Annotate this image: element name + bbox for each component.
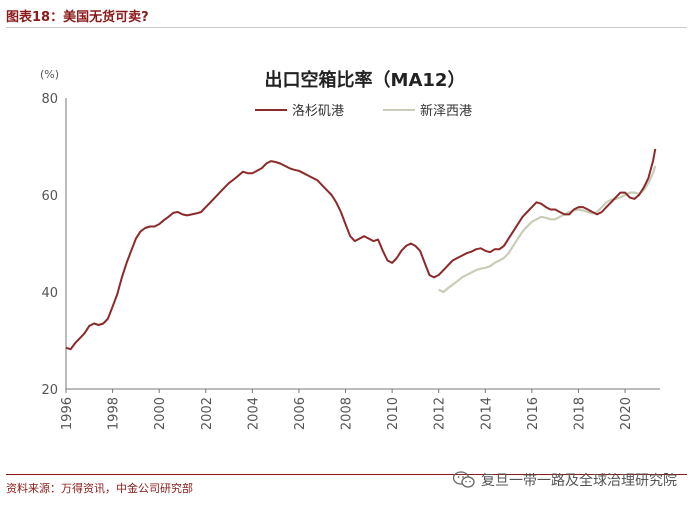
- top-divider: [6, 27, 687, 28]
- legend: 洛杉矶港 新泽西港: [255, 103, 472, 119]
- watermark-text: 复旦一带一路及全球治理研究院: [481, 473, 677, 489]
- x-tick-label: 2018: [572, 397, 587, 430]
- x-tick-label: 2004: [246, 397, 261, 430]
- x-tick-label: 2020: [619, 397, 634, 430]
- x-tick-label: 2002: [200, 397, 215, 430]
- source-note: 资料来源：万得资讯，中金公司研究部: [6, 482, 193, 495]
- x-tick-label: 2016: [526, 397, 541, 430]
- watermark: 复旦一带一路及全球治理研究院: [453, 470, 677, 490]
- x-tick-label: 2014: [479, 397, 494, 430]
- x-tick-label: 1998: [107, 397, 122, 430]
- x-tick-label: 2008: [340, 397, 355, 430]
- y-unit-label: (%): [40, 68, 59, 81]
- line-chart: 出口空箱比率（MA12） (%) 洛杉矶港 新泽西港 20 40 60 80 1996…: [40, 68, 660, 430]
- y-tick-label: 40: [41, 286, 58, 301]
- x-tick-label: 2006: [293, 397, 308, 430]
- figure-title: 图表18：美国无货可卖?: [6, 10, 149, 25]
- y-tick-label: 60: [41, 189, 58, 204]
- x-tick-label: 2010: [386, 397, 401, 430]
- series-line-nj: [438, 165, 657, 294]
- chart-title: 出口空箱比率（MA12）: [265, 69, 466, 91]
- x-tick-label: 1996: [60, 397, 75, 430]
- legend-label-la: 洛杉矶港: [292, 104, 344, 119]
- wechat-icon: [453, 471, 475, 488]
- legend-label-nj: 新泽西港: [420, 103, 472, 119]
- series-line-la: [65, 148, 657, 351]
- bottom-divider: [6, 474, 687, 475]
- y-tick-label: 20: [41, 383, 58, 398]
- y-tick-label: 80: [41, 92, 58, 107]
- x-tick-label: 2012: [433, 397, 448, 430]
- x-tick-label: 2000: [153, 397, 168, 430]
